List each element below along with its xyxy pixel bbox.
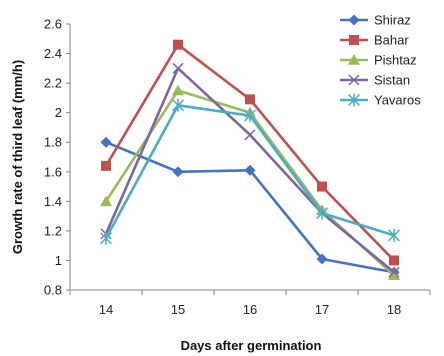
data-point — [316, 253, 328, 265]
data-point — [100, 195, 112, 207]
legend-marker — [349, 35, 359, 45]
legend-item: Sistan — [340, 73, 410, 88]
data-point — [100, 136, 112, 148]
x-tick-label: 16 — [243, 302, 257, 317]
x-axis-title: Days after germination — [181, 338, 322, 353]
data-point — [173, 39, 183, 50]
legend-label: Sistan — [374, 73, 410, 88]
legend-label: Pishtaz — [374, 53, 417, 68]
data-point — [99, 231, 113, 245]
data-point — [388, 269, 400, 281]
y-tick-label: 0.8 — [44, 283, 62, 298]
x-tick-group: 14 15 16 17 18 — [69, 290, 431, 317]
series-line — [105, 141, 395, 274]
legend-label: Yavaros — [374, 93, 421, 108]
series-shiraz — [100, 136, 400, 278]
series-yavaros — [99, 98, 401, 245]
data-point — [172, 166, 184, 178]
x-tick-label: 15 — [171, 302, 185, 317]
legend-marker — [348, 74, 360, 86]
legend-label: Shiraz — [374, 13, 411, 28]
legend-item: Bahar — [340, 33, 409, 48]
data-point — [389, 255, 399, 266]
y-tick-label: 1.4 — [44, 194, 62, 209]
y-tick-label: 1.2 — [44, 223, 62, 238]
x-tick-label: 17 — [315, 302, 329, 317]
data-point — [244, 164, 256, 176]
data-point — [172, 62, 184, 74]
data-point — [244, 129, 256, 141]
y-tick-label: 2.2 — [44, 76, 62, 91]
y-tick-label: 2.4 — [44, 46, 62, 61]
data-point — [388, 266, 400, 278]
data-point — [243, 109, 257, 123]
legend-marker — [347, 93, 361, 107]
y-tick-label: 1 — [55, 253, 62, 268]
data-point — [387, 228, 401, 242]
series-bahar — [101, 39, 399, 266]
y-tick-label: 2.6 — [44, 17, 62, 32]
legend-item: Shiraz — [340, 13, 411, 28]
y-axis-title: Growth rate of third leaf (mm/h) — [10, 60, 25, 254]
legend-marker — [348, 54, 360, 65]
series-group — [99, 39, 401, 281]
chart-axes — [69, 24, 430, 291]
legend: Shiraz Bahar Pishtaz Sistan Yavaros — [340, 13, 421, 108]
x-tick-label: 18 — [387, 302, 401, 317]
legend-marker — [348, 14, 360, 26]
x-tick-label: 14 — [99, 302, 113, 317]
y-tick-group: 0.8 1 1.2 1.4 1.6 1.8 2 2.2 2.4 2.6 — [44, 17, 70, 298]
data-point — [317, 181, 327, 192]
y-tick-label: 1.6 — [44, 164, 62, 179]
legend-item: Pishtaz — [340, 53, 417, 68]
legend-label: Bahar — [374, 33, 409, 48]
legend-item: Yavaros — [340, 93, 421, 108]
y-tick-label: 2 — [55, 105, 62, 120]
data-point — [172, 84, 184, 96]
data-point — [171, 98, 185, 112]
y-tick-label: 1.8 — [44, 135, 62, 150]
data-point — [245, 94, 255, 105]
data-point — [101, 160, 111, 171]
data-point — [315, 206, 329, 220]
